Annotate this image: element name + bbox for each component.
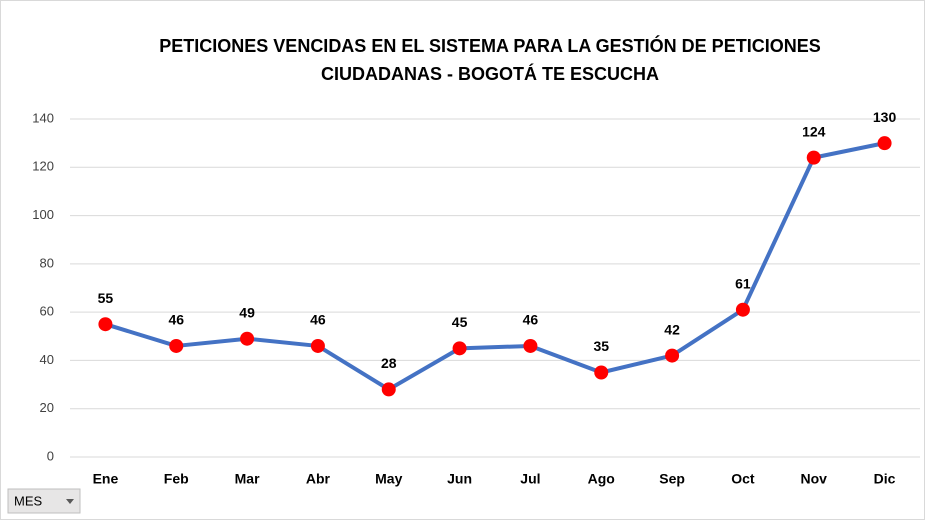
x-tick-label: Feb [164,471,189,487]
field-button-label[interactable]: MES [14,493,43,508]
data-label: 46 [168,312,184,328]
data-line [104,141,885,392]
x-tick-label: Dic [874,471,896,487]
data-point [735,302,750,317]
data-point [98,317,113,332]
data-label: 46 [310,312,326,328]
x-tick-label: Sep [659,471,685,487]
x-tick-label: Abr [306,471,331,487]
data-label: 124 [802,123,826,139]
y-tick-label: 120 [32,159,54,174]
data-point [594,365,609,380]
data-point [240,331,255,346]
data-label: 55 [98,290,114,306]
y-tick-label: 20 [40,400,54,415]
data-label: 35 [593,338,609,354]
y-tick-label: 40 [40,352,54,367]
field-button[interactable]: MES [7,488,81,514]
data-point [452,341,467,356]
data-point [381,382,396,397]
chart-title: CIUDADANAS - BOGOTÁ TE ESCUCHA [321,63,659,84]
data-label: 28 [381,355,397,371]
data-point [806,150,821,165]
data-label: 61 [735,275,751,291]
data-label: 42 [664,321,680,337]
dropdown-arrow[interactable] [66,499,74,504]
x-tick-label: Ene [93,471,119,487]
y-tick-label: 60 [40,304,54,319]
data-label: 46 [523,312,539,328]
x-tick-label: Jun [447,471,472,487]
chart-title: PETICIONES VENCIDAS EN EL SISTEMA PARA L… [159,35,820,56]
data-point [310,338,325,353]
x-tick-label: May [375,471,402,487]
data-label: 130 [873,109,897,125]
y-tick-label: 80 [40,255,54,270]
y-tick-label: 100 [32,207,54,222]
x-tick-label: Nov [801,471,828,487]
x-tick-label: Oct [731,471,755,487]
y-tick-label: 0 [47,448,54,463]
data-point [169,338,184,353]
x-tick-label: Mar [235,471,260,487]
data-label: 45 [452,314,468,330]
x-tick-label: Jul [520,471,540,487]
data-point [523,338,538,353]
x-tick-label: Ago [588,471,615,487]
y-tick-label: 140 [32,110,54,125]
data-point [877,136,892,151]
data-point [665,348,680,363]
data-label: 49 [239,304,255,320]
